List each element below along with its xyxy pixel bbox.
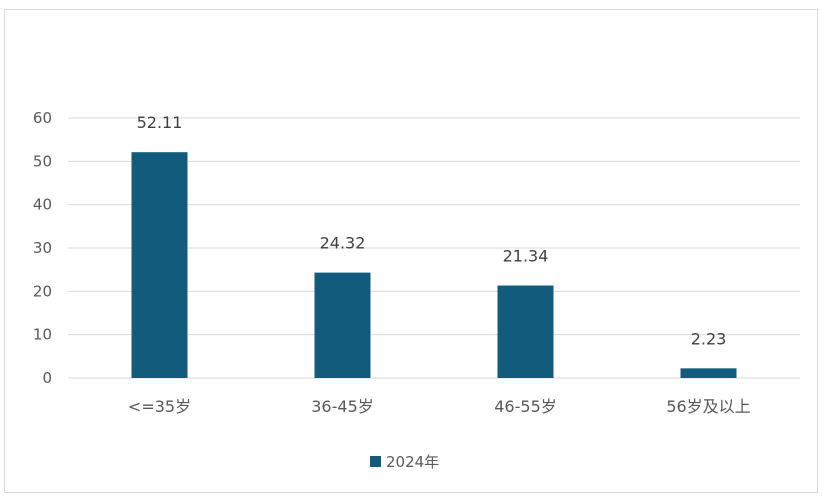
bars [131, 152, 737, 378]
y-tick-label: 20 [33, 282, 52, 300]
y-tick-label: 40 [33, 196, 52, 214]
legend-label: 2024年 [386, 453, 439, 471]
category-label: 36-45岁 [311, 397, 374, 416]
data-label: 21.34 [503, 247, 549, 266]
legend-swatch [370, 456, 381, 467]
y-tick-label: 0 [42, 369, 52, 387]
y-axis-ticks: 0 10 20 30 40 50 60 [33, 109, 52, 387]
category-label: <=35岁 [128, 397, 191, 416]
category-label: 46-55岁 [494, 397, 557, 416]
x-axis-categories: <=35岁 36-45岁 46-55岁 56岁及以上 [128, 397, 751, 416]
data-label: 2.23 [691, 329, 727, 348]
y-tick-label: 10 [33, 326, 52, 344]
category-label: 56岁及以上 [666, 397, 750, 416]
data-label: 52.11 [137, 113, 183, 132]
bar [131, 152, 188, 378]
y-tick-label: 60 [33, 109, 52, 127]
y-tick-label: 30 [33, 239, 52, 257]
bar [314, 272, 371, 378]
bar [497, 285, 554, 378]
bar [680, 368, 737, 378]
data-labels: 52.11 24.32 21.34 2.23 [137, 113, 727, 348]
gridlines [68, 117, 800, 379]
data-label: 24.32 [320, 234, 366, 253]
legend: 2024年 [370, 453, 439, 471]
y-tick-label: 50 [33, 152, 52, 170]
